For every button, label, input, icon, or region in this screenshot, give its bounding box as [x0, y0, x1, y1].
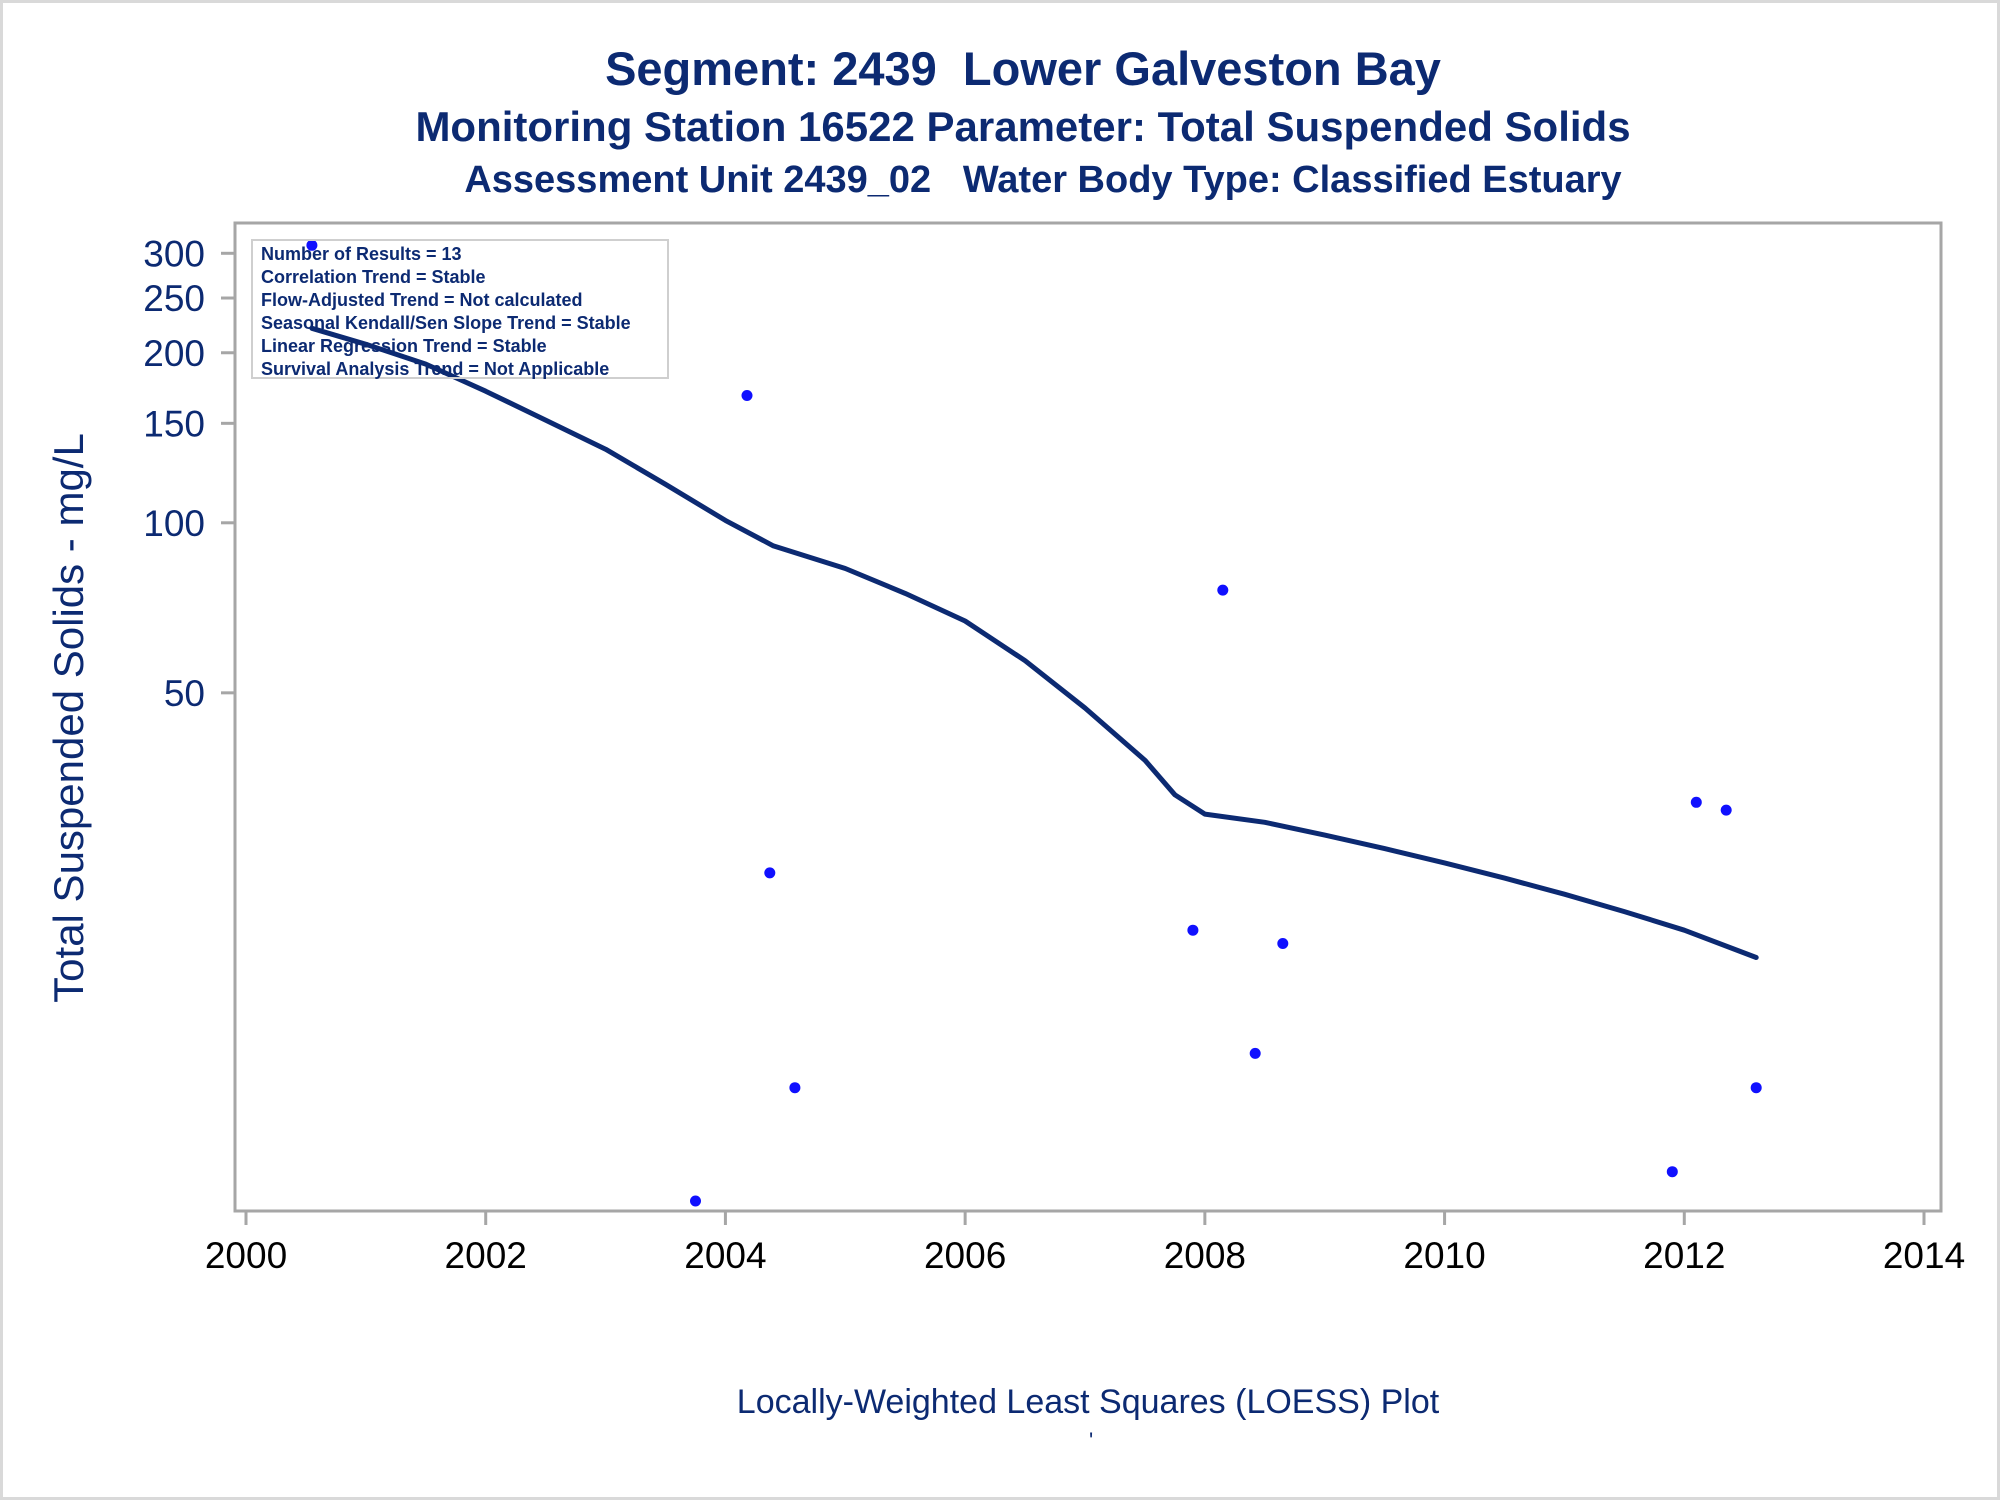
plot-canvas: 2000 2002 2004 2006 2008 2010 2012 2014 50 100 150…: [45, 221, 1965, 1276]
stats-linear-regression-trend: Linear Regression Trend = Stable: [261, 336, 547, 356]
plot-frame: [233, 221, 1943, 1213]
stats-flow-adjusted-trend: Flow-Adjusted Trend = Not calculated: [261, 290, 583, 310]
chart-subtitle-assessment: Assessment Unit 2439_02 Water Body Type:…: [464, 159, 1622, 201]
y-tick-label: 50: [164, 673, 205, 714]
stats-seasonal-kendall-trend: Seasonal Kendall/Sen Slope Trend = Stabl…: [261, 313, 631, 333]
y-tick-label: 200: [143, 333, 205, 374]
y-tick-label: 150: [143, 403, 205, 444]
chart-subtitle-station: Monitoring Station 16522 Parameter: Tota…: [415, 103, 1631, 150]
y-tick-label: 300: [143, 233, 205, 274]
x-tick-label: 2004: [684, 1235, 766, 1276]
data-point: [1750, 1082, 1762, 1094]
data-point: [1666, 1166, 1678, 1178]
data-point: [789, 1082, 801, 1094]
y-axis-label: Total Suspended Solids - mg/L: [45, 433, 92, 1003]
data-point: [1217, 584, 1229, 596]
data-point: [1690, 796, 1702, 808]
y-tick-label: 100: [143, 503, 205, 544]
footnote-mark: ': [1089, 1428, 1094, 1453]
data-point: [1277, 938, 1289, 949]
x-tick-label: 2014: [1883, 1235, 1965, 1276]
x-tick-label: 2008: [1164, 1235, 1246, 1276]
data-point: [1249, 1047, 1261, 1059]
data-point: [764, 867, 776, 879]
x-tick-label: 2006: [924, 1235, 1006, 1276]
x-tick-label: 2002: [445, 1235, 527, 1276]
y-tick-label: 250: [143, 278, 205, 319]
x-tick-label: 2000: [205, 1235, 287, 1276]
data-point: [690, 1195, 701, 1207]
data-point: [1187, 924, 1199, 936]
x-tick-label: 2010: [1403, 1235, 1485, 1276]
data-point: [741, 390, 753, 401]
data-point: [306, 239, 318, 251]
stats-results-count: Number of Results = 13: [261, 244, 462, 264]
stats-survival-analysis-trend: Survival Analysis Trend = Not Applicable: [261, 359, 610, 379]
loess-curve: [309, 325, 1759, 960]
chart-footnote: Locally-Weighted Least Squares (LOESS) P…: [736, 1383, 1440, 1421]
data-point: [1720, 804, 1732, 816]
stats-correlation-trend: Correlation Trend = Stable: [261, 267, 486, 287]
chart-title: Segment: 2439 Lower Galveston Bay: [605, 42, 1441, 95]
stats-box: Number of Results = 13 Correlation Trend…: [251, 239, 669, 379]
x-tick-label: 2012: [1643, 1235, 1725, 1276]
